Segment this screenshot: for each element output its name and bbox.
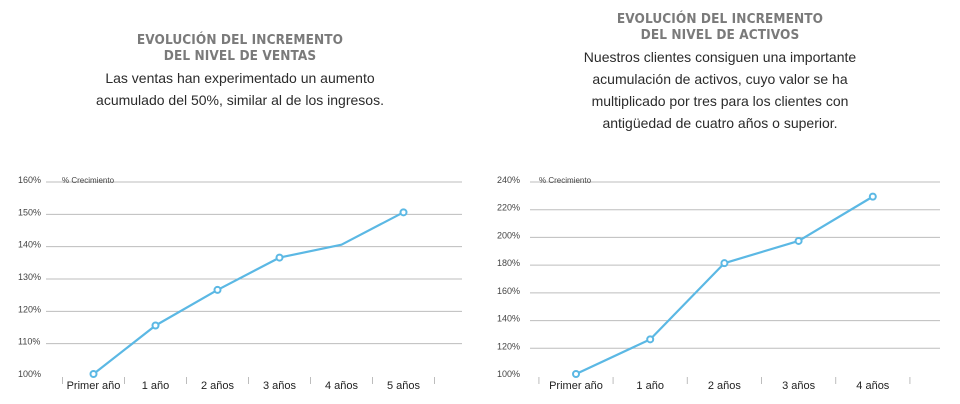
sales-x-tick-label: 4 años <box>325 380 359 392</box>
sales-subtitle-line-1: Las ventas han experimentado un aumento <box>105 70 375 86</box>
assets-y-tick-label: 160% <box>497 286 520 296</box>
sales-y-tick-label: 140% <box>18 240 41 250</box>
sales-panel: EVOLUCIÓN DEL INCREMENTO DEL NIVEL DE VE… <box>0 32 480 392</box>
assets-y-tick-label: 120% <box>497 341 520 351</box>
assets-y-tick-label: 200% <box>497 230 520 240</box>
assets-y-tick-label: 180% <box>497 258 520 268</box>
assets-data-point <box>572 370 580 378</box>
sales-x-tick-label: 1 año <box>142 380 170 392</box>
sales-y-tick-label: 160% <box>18 175 41 185</box>
assets-x-tick-label: 2 años <box>708 380 742 392</box>
sales-y-tick-label: 120% <box>18 304 41 314</box>
sales-data-point <box>275 253 284 262</box>
assets-y-axis-label: % Crecimiento <box>539 176 592 185</box>
assets-y-tick-label: 140% <box>497 314 520 324</box>
sales-data-point <box>213 285 222 294</box>
assets-panel: EVOLUCIÓN DEL INCREMENTO DEL NIVEL DE AC… <box>480 0 960 404</box>
assets-growth-chart: 100% 120% 140% 160% 180% 200% 220% 240% % Crecim… <box>497 175 940 392</box>
sales-x-tick-label: 5 años <box>387 380 421 392</box>
sales-subtitle-line-2: acumulado del 50%, similar al de los ing… <box>96 92 384 108</box>
sales-x-tick-label: 3 años <box>263 380 297 392</box>
assets-x-tick-label: 4 años <box>856 380 890 392</box>
assets-series-line <box>575 195 874 375</box>
sales-x-tick-label: 2 años <box>201 380 235 392</box>
sales-data-point <box>89 370 98 378</box>
sales-growth-chart: 100% 110% 120% 130% 140% 150% 160% % Crecimient… <box>18 175 462 392</box>
assets-subtitle-line-4: antigüedad de cuatro años o superior. <box>602 115 838 131</box>
assets-data-point <box>646 335 655 344</box>
sales-x-tick-label: Primer año <box>67 380 121 392</box>
sales-y-axis-label: % Crecimiento <box>62 176 115 185</box>
assets-subtitle-line-3: multiplicado por tres para los clientes … <box>591 93 849 109</box>
sales-series-line <box>92 211 405 375</box>
assets-x-tick-label: 1 año <box>636 380 664 392</box>
assets-subtitle: Nuestros clientes consiguen una importan… <box>480 46 960 134</box>
sales-subtitle: Las ventas han experimentado un aumento … <box>0 67 480 111</box>
assets-data-point <box>794 236 803 245</box>
assets-y-tick-label: 100% <box>497 369 520 379</box>
assets-subtitle-line-1: Nuestros clientes consiguen una importan… <box>583 49 857 65</box>
assets-subtitle-line-2: acumulación de activos, cuyo valor se ha <box>592 71 848 87</box>
sales-headline-line-2: DEL NIVEL DE VENTAS <box>163 48 317 64</box>
assets-y-tick-label: 240% <box>497 175 520 185</box>
sales-y-tick-label: 130% <box>18 272 41 282</box>
assets-data-point <box>720 259 729 268</box>
assets-headline-line-2: DEL NIVEL DE ACTIVOS <box>640 27 800 43</box>
assets-x-tick-label: Primer año <box>549 380 603 392</box>
sales-headline-line-1: EVOLUCIÓN DEL INCREMENTO <box>136 32 344 48</box>
sales-y-tick-label: 110% <box>18 337 40 347</box>
sales-data-point <box>151 321 160 330</box>
sales-data-point <box>399 208 408 217</box>
sales-headline: EVOLUCIÓN DEL INCREMENTO DEL NIVEL DE VE… <box>0 32 480 64</box>
assets-y-tick-label: 220% <box>497 203 520 213</box>
sales-y-tick-label: 150% <box>18 207 41 217</box>
assets-x-tick-label: 3 años <box>782 380 816 392</box>
assets-headline-line-1: EVOLUCIÓN DEL INCREMENTO <box>616 11 824 27</box>
assets-data-point <box>868 192 877 201</box>
assets-headline: EVOLUCIÓN DEL INCREMENTO DEL NIVEL DE AC… <box>480 11 960 43</box>
sales-y-tick-label: 100% <box>18 369 41 379</box>
